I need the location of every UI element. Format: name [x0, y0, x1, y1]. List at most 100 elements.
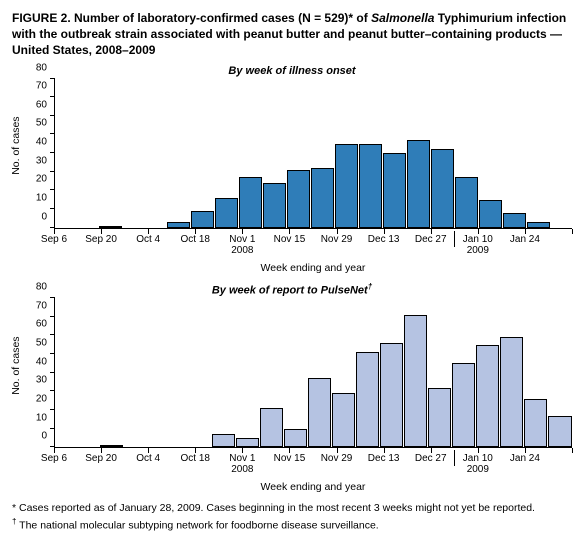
xtick-year: 2008	[229, 245, 255, 256]
footnotes: * Cases reported as of January 28, 2009.…	[12, 501, 572, 533]
chart1-ylabel: No. of cases	[10, 116, 22, 174]
ytick	[50, 171, 55, 172]
xtick-label: Jan 24	[510, 453, 540, 464]
footnote-2: † The national molecular subtyping netwo…	[12, 517, 572, 533]
bar	[407, 140, 430, 228]
xtick-label: Oct 18	[181, 453, 210, 464]
bar	[332, 393, 355, 447]
bar	[287, 170, 310, 228]
chart2-bars	[55, 298, 572, 447]
xtick-label: Sep 6	[41, 453, 67, 464]
ytick	[50, 227, 55, 228]
ytick-label: 10	[36, 192, 55, 203]
bar	[383, 153, 406, 228]
bar	[356, 352, 379, 447]
xtick-label: Sep 6	[41, 234, 67, 245]
bar	[524, 399, 547, 447]
chart2-subtitle: By week of report to PulseNet†	[12, 282, 572, 297]
ytick-label: 70	[36, 81, 55, 92]
ytick	[50, 78, 55, 79]
ytick	[50, 208, 55, 209]
ytick	[50, 189, 55, 190]
bar	[239, 177, 262, 227]
bar	[452, 363, 475, 447]
ytick	[50, 446, 55, 447]
chart1-xaxis-title: Week ending and year	[54, 262, 572, 274]
ytick	[50, 96, 55, 97]
ytick	[50, 353, 55, 354]
ytick-label: 70	[36, 300, 55, 311]
xtick-label: Nov 29	[321, 453, 353, 464]
bar	[335, 144, 358, 228]
ytick	[50, 390, 55, 391]
bar	[308, 378, 331, 447]
xtick-label: Sep 20	[85, 453, 117, 464]
bar	[428, 388, 451, 448]
ytick	[50, 297, 55, 298]
bar	[527, 222, 550, 228]
ytick	[50, 372, 55, 373]
xtick-label: Jan 24	[510, 234, 540, 245]
ytick	[50, 316, 55, 317]
xtick-label: Oct 4	[136, 234, 160, 245]
xtick-year: 2009	[463, 464, 493, 475]
bar	[215, 198, 238, 228]
ytick-label: 10	[36, 412, 55, 423]
xtick-label: Nov 12008	[229, 453, 255, 475]
ytick	[50, 409, 55, 410]
ytick-label: 80	[36, 282, 55, 293]
ytick	[50, 334, 55, 335]
bar	[503, 213, 526, 228]
chart1-xlabels: Sep 6Sep 20Oct 4Oct 18Nov 12008Nov 15Nov…	[54, 234, 572, 258]
year-divider	[454, 231, 455, 247]
chart2: No. of cases 01020304050607080 Sep 6 Sep …	[12, 298, 572, 493]
bar	[100, 445, 123, 447]
figure-title: FIGURE 2. Number of laboratory-confirmed…	[12, 10, 572, 59]
xtick	[572, 448, 573, 453]
ytick-label: 60	[36, 319, 55, 330]
title-italic: Salmonella	[371, 11, 434, 25]
bar	[311, 168, 334, 228]
chart2-subtitle-text: By week of report to PulseNet	[212, 284, 368, 296]
bar	[99, 226, 122, 228]
chart2-plot: 01020304050607080	[54, 298, 572, 448]
chart2-xlabels: Sep 6Sep 20Oct 4Oct 18Nov 12008Nov 15Nov…	[54, 453, 572, 477]
bar	[479, 200, 502, 228]
xtick-label: Sep 20	[85, 234, 117, 245]
ytick-label: 30	[36, 155, 55, 166]
ytick	[50, 428, 55, 429]
bar	[284, 429, 307, 448]
footnote-2-text: The national molecular subtyping network…	[16, 520, 378, 532]
ytick-label: 30	[36, 375, 55, 386]
xtick	[572, 229, 573, 234]
xtick-label: Jan 102009	[463, 234, 493, 256]
bar	[500, 337, 523, 447]
xtick-year: 2008	[229, 464, 255, 475]
chart1: No. of cases 01020304050607080 Sep 6 Sep …	[12, 79, 572, 274]
chart1-bars	[55, 79, 572, 228]
xtick-label: Nov 12008	[229, 234, 255, 256]
bar	[359, 144, 382, 228]
xtick-label: Oct 18	[181, 234, 210, 245]
bar	[212, 434, 235, 447]
title-prefix: FIGURE 2. Number of laboratory-confirmed…	[12, 11, 371, 25]
xtick-label: Nov 15	[274, 234, 306, 245]
ytick-label: 60	[36, 99, 55, 110]
ytick	[50, 152, 55, 153]
ytick-label: 50	[36, 118, 55, 129]
xtick-label: Nov 29	[321, 234, 353, 245]
ytick-label: 20	[36, 393, 55, 404]
ytick-label: 0	[41, 431, 55, 442]
bar	[263, 183, 286, 228]
bar	[236, 438, 259, 447]
footnote-1: * Cases reported as of January 28, 2009.…	[12, 501, 572, 515]
bar	[260, 408, 283, 447]
xtick-label: Dec 13	[368, 234, 400, 245]
bar	[191, 211, 214, 228]
ytick-label: 0	[41, 211, 55, 222]
xtick-label: Dec 27	[415, 234, 447, 245]
chart1-plot: 01020304050607080	[54, 79, 572, 229]
chart2-xaxis-title: Week ending and year	[54, 481, 572, 493]
ytick-label: 40	[36, 137, 55, 148]
chart2-ylabel: No. of cases	[10, 336, 22, 394]
